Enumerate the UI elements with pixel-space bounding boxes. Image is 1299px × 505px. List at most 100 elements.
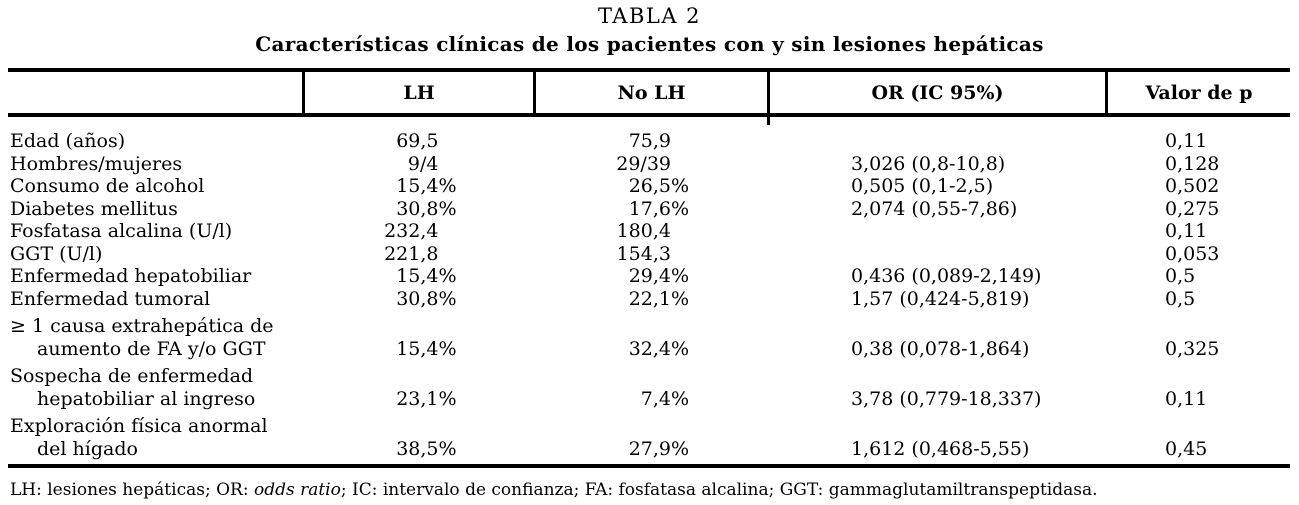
lh-value-suffix: % xyxy=(438,265,457,287)
or-ci-value: 1,612 (0,468-5,55) xyxy=(851,437,1030,460)
or-ci-value: 0,38 (0,078-1,864) xyxy=(851,337,1030,360)
no-lh-value: 180,4 xyxy=(616,220,671,242)
lh-value: 221,8 xyxy=(384,242,439,265)
or-ci-value: 2,074 (0,55-7,86) xyxy=(851,197,1018,220)
or-ci-value: 0,505 (0,1-2,5) xyxy=(851,175,994,197)
table-row: Sospecha de enfermedad hepatobiliar al i… xyxy=(8,365,1290,410)
lh-value-suffix: % xyxy=(438,175,457,197)
lh-value-cell: 30,8% xyxy=(302,288,533,311)
no-lh-value: 7,4 xyxy=(640,387,671,410)
row-label-line1: Enfermedad tumoral xyxy=(10,287,211,310)
header-cell-p-value: Valor de p xyxy=(1105,72,1290,113)
no-lh-value: 29/39 xyxy=(616,152,671,175)
lh-value-cell: 15,4% xyxy=(302,175,533,198)
no-lh-value-cell: 154,3 xyxy=(533,243,767,266)
row-label-line2: hepatobiliar al ingreso xyxy=(37,387,256,410)
lh-value-cell: 15,4% xyxy=(302,265,533,288)
footnote-italic-term: odds ratio xyxy=(253,480,341,500)
row-label: Diabetes mellitus xyxy=(8,198,302,221)
lh-value: 15,4 xyxy=(396,337,439,360)
row-label: Enfermedad tumoral xyxy=(8,288,302,311)
p-value: 0,5 xyxy=(1165,265,1196,287)
or-ci-value: 3,026 (0,8-10,8) xyxy=(851,152,1006,175)
row-label-line2: del hígado xyxy=(37,437,138,460)
header-column-rule-tail xyxy=(767,116,770,125)
row-label: ≥ 1 causa extrahepática de aumento de FA… xyxy=(8,315,302,360)
lh-value: 232,4 xyxy=(384,220,439,242)
row-label-line1: Enfermedad hepatobiliar xyxy=(10,265,252,287)
row-label-line1: Edad (años) xyxy=(10,130,126,152)
no-lh-value-cell: 29,4% xyxy=(533,265,767,288)
no-lh-value: 26,5 xyxy=(628,175,671,197)
no-lh-value: 154,3 xyxy=(616,242,671,265)
table-row: Enfermedad tumoral 30,8% 22,1% 1,57 (0,4… xyxy=(8,288,1290,311)
no-lh-value-cell: 29/39 xyxy=(533,153,767,176)
lh-value: 15,4 xyxy=(396,175,439,197)
p-value: 0,128 xyxy=(1165,152,1220,175)
row-label: Hombres/mujeres xyxy=(8,153,302,176)
lh-value-cell: 232,4 xyxy=(302,220,533,243)
no-lh-value: 29,4 xyxy=(628,265,671,287)
or-ci-value: 3,78 (0,779-18,337) xyxy=(851,387,1042,410)
no-lh-value-cell: 22,1% xyxy=(533,288,767,311)
p-value: 0,053 xyxy=(1165,242,1220,265)
lh-value: 9/4 xyxy=(407,152,439,175)
lh-value: 23,1 xyxy=(396,387,439,410)
table-row: GGT (U/l) 221,8 154,3 0,053 xyxy=(8,243,1290,266)
lh-value-suffix: % xyxy=(438,287,457,310)
row-label: GGT (U/l) xyxy=(8,243,302,266)
row-label-line1: Sospecha de enfermedad xyxy=(10,365,254,387)
no-lh-value-cell: 180,4 xyxy=(533,220,767,243)
p-value: 0,325 xyxy=(1165,337,1220,360)
row-label-line1: Hombres/mujeres xyxy=(10,152,183,175)
p-value: 0,11 xyxy=(1165,387,1208,410)
row-label: Enfermedad hepatobiliar xyxy=(8,265,302,288)
table-bottom-rule xyxy=(8,464,1290,468)
table-row: Enfermedad hepatobiliar 15,4% 29,4% 0,43… xyxy=(8,265,1290,288)
table-footnote: LH: lesiones hepáticas; OR: odds ratio; … xyxy=(10,480,1098,500)
no-lh-value-cell: 75,9 xyxy=(533,130,767,153)
p-value: 0,5 xyxy=(1165,287,1196,310)
lh-value-suffix: % xyxy=(438,337,457,360)
no-lh-value: 27,9 xyxy=(628,437,671,460)
no-lh-value-suffix: % xyxy=(671,265,690,287)
footnote-text-1: LH: lesiones hepáticas; OR: xyxy=(10,480,254,500)
lh-value-cell: 15,4% xyxy=(302,338,533,361)
header-cell-empty xyxy=(8,72,302,113)
row-label-line1: Consumo de alcohol xyxy=(10,175,205,197)
no-lh-value-suffix: % xyxy=(671,197,690,220)
lh-value: 30,8 xyxy=(396,287,439,310)
or-ci-value: 1,57 (0,424-5,819) xyxy=(851,287,1030,310)
header-cell-no-lh: No LH xyxy=(533,72,767,113)
lh-value-suffix: % xyxy=(438,437,457,460)
title-block: TABLA 2 Características clínicas de los … xyxy=(0,4,1299,56)
p-value: 0,502 xyxy=(1165,175,1220,197)
table-caption: Características clínicas de los paciente… xyxy=(255,32,1044,56)
row-label: Sospecha de enfermedad hepatobiliar al i… xyxy=(8,365,302,410)
row-label-line1: ≥ 1 causa extrahepática de xyxy=(10,315,274,337)
no-lh-value-suffix: % xyxy=(671,437,690,460)
lh-value-cell: 69,5 xyxy=(302,130,533,153)
table-row: Consumo de alcohol 15,4% 26,5% 0,505 (0,… xyxy=(8,175,1290,198)
row-label-line1: Diabetes mellitus xyxy=(10,197,178,220)
lh-value: 69,5 xyxy=(396,130,439,152)
table-row: ≥ 1 causa extrahepática de aumento de FA… xyxy=(8,315,1290,360)
row-label-line1: Fosfatasa alcalina (U/l) xyxy=(10,220,233,242)
p-value: 0,275 xyxy=(1165,197,1220,220)
lh-value-suffix: % xyxy=(438,387,457,410)
lh-value: 30,8 xyxy=(396,197,439,220)
no-lh-value: 75,9 xyxy=(628,130,671,152)
p-value: 0,11 xyxy=(1165,130,1208,152)
table-row: Diabetes mellitus 30,8% 17,6% 2,074 (0,5… xyxy=(8,198,1290,221)
row-label: Fosfatasa alcalina (U/l) xyxy=(8,220,302,243)
no-lh-value-cell: 17,6% xyxy=(533,198,767,221)
header-cell-or: OR (IC 95%) xyxy=(767,72,1105,113)
row-label-line2: aumento de FA y/o GGT xyxy=(37,337,266,360)
no-lh-value-cell: 26,5% xyxy=(533,175,767,198)
lh-value: 15,4 xyxy=(396,265,439,287)
table-row: Fosfatasa alcalina (U/l) 232,4 180,4 0,1… xyxy=(8,220,1290,243)
row-label-line1: Exploración física anormal xyxy=(10,415,268,437)
lh-value-cell: 221,8 xyxy=(302,243,533,266)
row-label: Consumo de alcohol xyxy=(8,175,302,198)
